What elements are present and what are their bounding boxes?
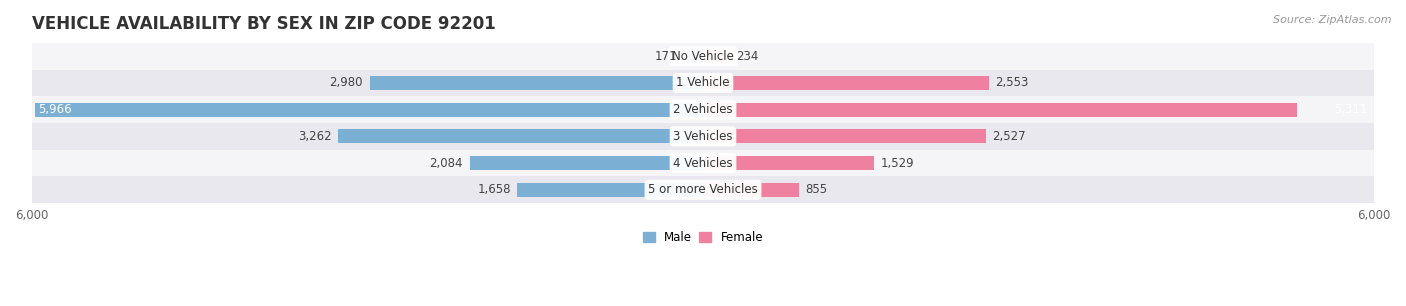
Bar — [32, 177, 1374, 203]
Text: 1,658: 1,658 — [477, 183, 510, 196]
Text: 3,262: 3,262 — [298, 130, 332, 143]
Text: 1,529: 1,529 — [880, 157, 914, 170]
Text: 2 Vehicles: 2 Vehicles — [673, 103, 733, 116]
Bar — [32, 43, 1374, 69]
Bar — [703, 103, 1298, 117]
Text: 3 Vehicles: 3 Vehicles — [673, 130, 733, 143]
Text: 5,311: 5,311 — [1334, 103, 1368, 116]
Text: 2,084: 2,084 — [430, 157, 463, 170]
Bar — [703, 183, 799, 197]
Text: Source: ZipAtlas.com: Source: ZipAtlas.com — [1274, 15, 1392, 25]
Bar — [337, 129, 703, 143]
Text: No Vehicle: No Vehicle — [672, 50, 734, 63]
Bar — [683, 49, 703, 63]
Text: 5,966: 5,966 — [38, 103, 72, 116]
Bar — [703, 156, 875, 170]
Bar — [32, 69, 1374, 96]
Text: 2,980: 2,980 — [329, 76, 363, 89]
Legend: Male, Female: Male, Female — [638, 226, 768, 248]
Text: VEHICLE AVAILABILITY BY SEX IN ZIP CODE 92201: VEHICLE AVAILABILITY BY SEX IN ZIP CODE … — [32, 15, 495, 33]
Bar — [35, 103, 703, 117]
Bar — [470, 156, 703, 170]
Bar — [32, 123, 1374, 150]
Bar — [370, 76, 703, 90]
Bar — [32, 96, 1374, 123]
Bar — [703, 49, 730, 63]
Text: 5 or more Vehicles: 5 or more Vehicles — [648, 183, 758, 196]
Text: 2,553: 2,553 — [995, 76, 1029, 89]
Text: 234: 234 — [735, 50, 758, 63]
Bar — [703, 129, 986, 143]
Text: 855: 855 — [806, 183, 828, 196]
Text: 1 Vehicle: 1 Vehicle — [676, 76, 730, 89]
Text: 2,527: 2,527 — [993, 130, 1026, 143]
Bar — [703, 76, 988, 90]
Text: 171: 171 — [655, 50, 678, 63]
Bar — [517, 183, 703, 197]
Text: 4 Vehicles: 4 Vehicles — [673, 157, 733, 170]
Bar — [32, 150, 1374, 177]
